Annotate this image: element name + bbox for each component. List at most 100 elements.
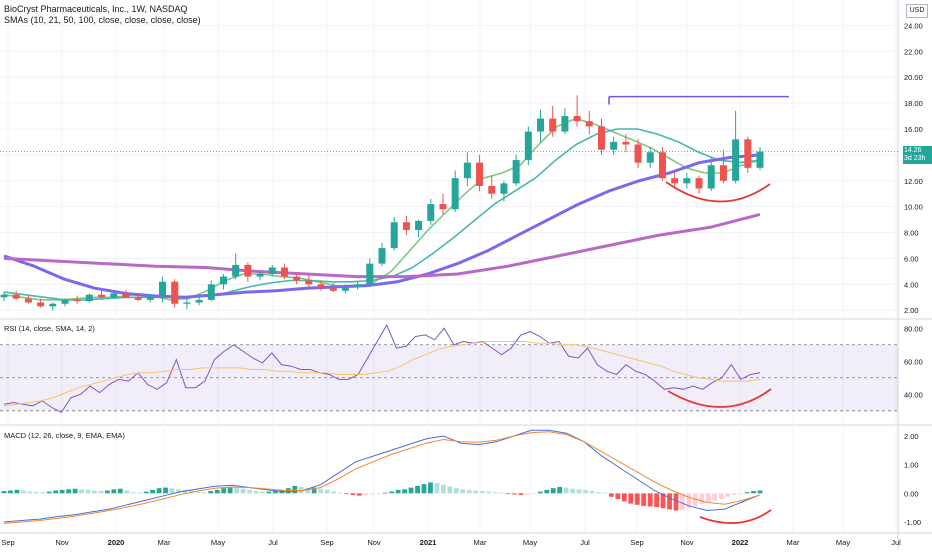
macd-histogram-bar: [576, 489, 582, 494]
candle-body: [12, 294, 20, 299]
sma-line-sma10: [3, 117, 761, 301]
macd-histogram-bar: [415, 485, 420, 494]
macd-histogram-bar: [176, 489, 181, 494]
candle-body: [159, 281, 167, 296]
time-tick-label: 2021: [420, 538, 437, 547]
macd-histogram-bar: [660, 493, 666, 509]
macd-histogram-bar: [453, 488, 459, 494]
macd-histogram-bar: [363, 493, 369, 496]
candle-body: [268, 267, 276, 274]
candle-body: [61, 299, 69, 304]
price-tick-label: 20.00: [904, 73, 923, 82]
candle-body: [695, 178, 703, 189]
candle-body: [219, 276, 227, 285]
macd-histogram-bar: [395, 489, 401, 494]
macd-histogram-bar: [20, 490, 26, 494]
candle-body: [476, 162, 484, 186]
time-tick-label: Jul: [891, 538, 901, 547]
macd-histogram-bar: [214, 489, 220, 494]
macd-histogram-bar: [240, 488, 246, 494]
macd-histogram-bar: [59, 489, 65, 494]
macd-histogram-bar: [117, 488, 123, 494]
bar-countdown: 3d 23h: [904, 155, 926, 162]
macd-histogram-bar: [14, 489, 20, 494]
macd-histogram-bar: [505, 493, 511, 495]
price-tick-label: 6.00: [904, 254, 919, 263]
macd-histogram-bar: [221, 488, 227, 494]
candle-body: [366, 263, 374, 285]
macd-tick-label: -1.00: [904, 518, 921, 527]
price-tick-label: 16.00: [904, 125, 923, 134]
candle-body: [573, 116, 581, 122]
rsi-tick-label: 40.00: [904, 390, 923, 399]
candle-body: [244, 264, 252, 277]
currency-label[interactable]: USD: [906, 4, 928, 18]
macd-histogram-bar: [641, 493, 647, 506]
macd-histogram-bar: [512, 493, 517, 495]
macd-histogram-bar: [608, 493, 614, 497]
candle-body: [707, 165, 715, 189]
price-tick-label: 8.00: [904, 229, 919, 238]
price-tick-label: 18.00: [904, 99, 923, 108]
macd-histogram-bar: [621, 493, 627, 502]
macd-histogram-bar: [208, 491, 214, 494]
macd-histogram-bar: [253, 491, 259, 494]
time-tick-label: Sep: [320, 538, 333, 547]
macd-histogram-bar: [686, 493, 692, 508]
last-price-value: 14.26: [904, 147, 922, 154]
rsi-band: [0, 344, 898, 411]
candle-body: [37, 302, 45, 307]
macd-histogram-bar: [111, 489, 117, 494]
macd-histogram-bar: [247, 489, 252, 494]
macd-histogram-bar: [266, 491, 272, 494]
macd-histogram-bar: [466, 489, 472, 494]
candle-body: [646, 152, 654, 163]
macd-histogram-bar: [667, 493, 672, 510]
macd-histogram-bar: [337, 492, 343, 494]
macd-histogram-bar: [705, 493, 711, 502]
macd-histogram-bar: [744, 492, 750, 494]
macd-histogram-bar: [98, 491, 104, 494]
rsi-arc: [667, 388, 772, 408]
macd-histogram-bar: [234, 487, 240, 494]
macd-histogram-bar: [66, 489, 72, 494]
macd-histogram-bar: [589, 491, 595, 494]
macd-histogram-bar: [85, 489, 91, 494]
price-tick-label: 12.00: [904, 177, 923, 186]
macd-line: [3, 429, 761, 523]
candle-body: [171, 281, 179, 304]
sma-indicator-legend[interactable]: SMAs (10, 21, 50, 100, close, close, clo…: [4, 15, 201, 25]
macd-histogram-bar: [434, 483, 440, 494]
candle-body: [500, 183, 508, 194]
candle-body: [561, 116, 569, 132]
candle-body: [537, 118, 545, 132]
macd-histogram-bar: [137, 492, 143, 494]
candle-body: [415, 220, 423, 230]
macd-histogram-bar: [143, 491, 149, 494]
price-tick-label: 4.00: [904, 280, 919, 289]
candle-body: [622, 141, 630, 145]
macd-histogram-bar: [260, 491, 265, 494]
rsi-ma-line: [3, 341, 761, 407]
candle-body: [597, 126, 605, 150]
time-tick-label: 2020: [108, 538, 125, 547]
macd-histogram-bar: [751, 491, 756, 494]
macd-histogram-bar: [712, 493, 718, 501]
macd-histogram-bar: [79, 489, 84, 494]
macd-histogram-bar: [53, 490, 59, 494]
macd-histogram-bar: [104, 490, 110, 494]
candle-body: [610, 141, 618, 150]
macd-histogram-bar: [473, 490, 479, 494]
candle-body: [451, 178, 459, 210]
macd-histogram-bar: [563, 487, 569, 494]
macd-histogram-bar: [8, 490, 13, 494]
time-tick-label: Mar: [474, 538, 487, 547]
macd-legend: MACD (12, 26, close, 9, EMA, EMA): [4, 431, 125, 440]
macd-histogram-bar: [150, 489, 156, 494]
macd-histogram-bar: [382, 492, 388, 494]
macd-histogram-bar: [421, 484, 427, 494]
macd-histogram-bar: [428, 482, 433, 494]
macd-histogram-bar: [350, 493, 356, 496]
